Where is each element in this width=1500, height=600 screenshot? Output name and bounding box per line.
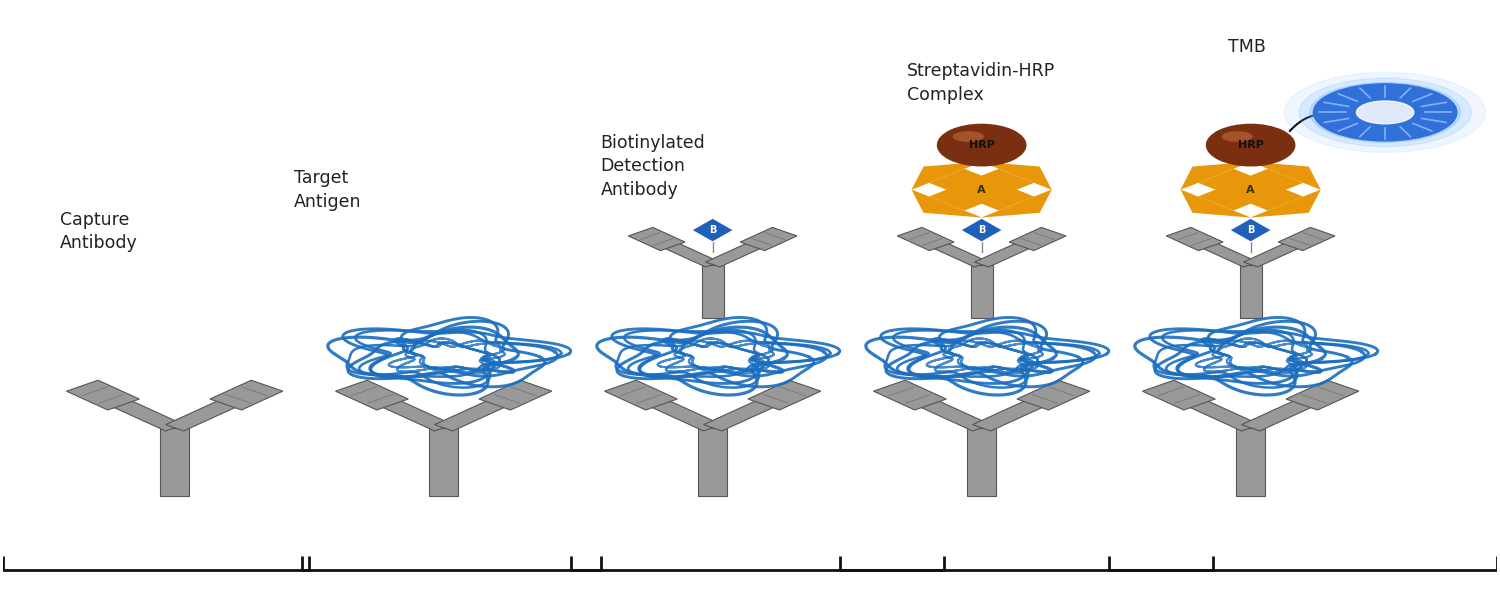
Polygon shape: [928, 169, 999, 197]
FancyBboxPatch shape: [1224, 179, 1276, 200]
Polygon shape: [981, 162, 1052, 190]
Polygon shape: [1233, 169, 1304, 197]
Polygon shape: [1236, 428, 1264, 496]
Polygon shape: [478, 380, 552, 410]
Polygon shape: [160, 428, 189, 496]
Polygon shape: [960, 218, 1002, 242]
Polygon shape: [336, 380, 408, 410]
Polygon shape: [1244, 236, 1314, 267]
Polygon shape: [1286, 380, 1359, 410]
Polygon shape: [1188, 236, 1257, 267]
Circle shape: [1310, 82, 1461, 142]
Polygon shape: [970, 265, 993, 318]
Polygon shape: [912, 162, 982, 190]
Text: TMB: TMB: [1228, 38, 1266, 56]
Circle shape: [1356, 101, 1414, 124]
Polygon shape: [363, 392, 453, 431]
Polygon shape: [740, 227, 796, 251]
Polygon shape: [972, 392, 1062, 431]
Polygon shape: [1143, 380, 1215, 410]
Polygon shape: [1170, 392, 1260, 431]
Polygon shape: [748, 380, 820, 410]
Polygon shape: [702, 265, 723, 318]
Polygon shape: [705, 236, 776, 267]
Text: B: B: [978, 225, 986, 235]
Text: Biotinylated
Detection
Antibody: Biotinylated Detection Antibody: [600, 134, 705, 199]
Polygon shape: [1250, 162, 1322, 190]
Polygon shape: [1198, 182, 1269, 211]
Polygon shape: [699, 428, 728, 496]
Polygon shape: [165, 392, 255, 431]
Text: Streptavidin-HRP
Complex: Streptavidin-HRP Complex: [908, 62, 1054, 104]
Ellipse shape: [938, 124, 1026, 166]
Polygon shape: [918, 236, 988, 267]
Polygon shape: [628, 227, 686, 251]
Text: A: A: [978, 185, 986, 194]
Polygon shape: [704, 392, 794, 431]
Text: Target
Antigen: Target Antigen: [294, 169, 362, 211]
Circle shape: [1314, 84, 1456, 141]
Polygon shape: [1010, 227, 1066, 251]
Polygon shape: [897, 227, 954, 251]
Polygon shape: [1242, 392, 1332, 431]
Polygon shape: [968, 428, 996, 496]
FancyBboxPatch shape: [956, 179, 1008, 200]
Polygon shape: [975, 236, 1044, 267]
Ellipse shape: [952, 131, 984, 142]
Polygon shape: [1233, 182, 1304, 211]
Polygon shape: [1239, 265, 1262, 318]
Ellipse shape: [1206, 124, 1296, 166]
Polygon shape: [1230, 218, 1272, 242]
Text: A: A: [1246, 185, 1256, 194]
Polygon shape: [1017, 380, 1090, 410]
Text: HRP: HRP: [969, 140, 994, 150]
Polygon shape: [964, 182, 1034, 211]
Polygon shape: [1180, 190, 1251, 218]
Text: HRP: HRP: [1238, 140, 1263, 150]
Polygon shape: [964, 169, 1034, 197]
Polygon shape: [210, 380, 284, 410]
Polygon shape: [902, 392, 990, 431]
Text: B: B: [710, 225, 717, 235]
Polygon shape: [1180, 162, 1251, 190]
Text: Capture
Antibody: Capture Antibody: [60, 211, 138, 253]
Polygon shape: [912, 190, 982, 218]
Polygon shape: [1278, 227, 1335, 251]
Polygon shape: [429, 428, 457, 496]
Ellipse shape: [951, 130, 1012, 160]
Polygon shape: [928, 182, 999, 211]
Polygon shape: [981, 190, 1052, 218]
Polygon shape: [604, 380, 678, 410]
Polygon shape: [1198, 169, 1269, 197]
Polygon shape: [94, 392, 183, 431]
Circle shape: [1284, 73, 1485, 152]
Ellipse shape: [1220, 130, 1282, 160]
Polygon shape: [873, 380, 946, 410]
Polygon shape: [650, 236, 720, 267]
Polygon shape: [435, 392, 525, 431]
Polygon shape: [1250, 190, 1322, 218]
Polygon shape: [632, 392, 722, 431]
Polygon shape: [692, 218, 734, 242]
Circle shape: [1299, 78, 1472, 146]
Ellipse shape: [1221, 131, 1252, 142]
Polygon shape: [66, 380, 140, 410]
Polygon shape: [1167, 227, 1222, 251]
Text: B: B: [1246, 225, 1254, 235]
